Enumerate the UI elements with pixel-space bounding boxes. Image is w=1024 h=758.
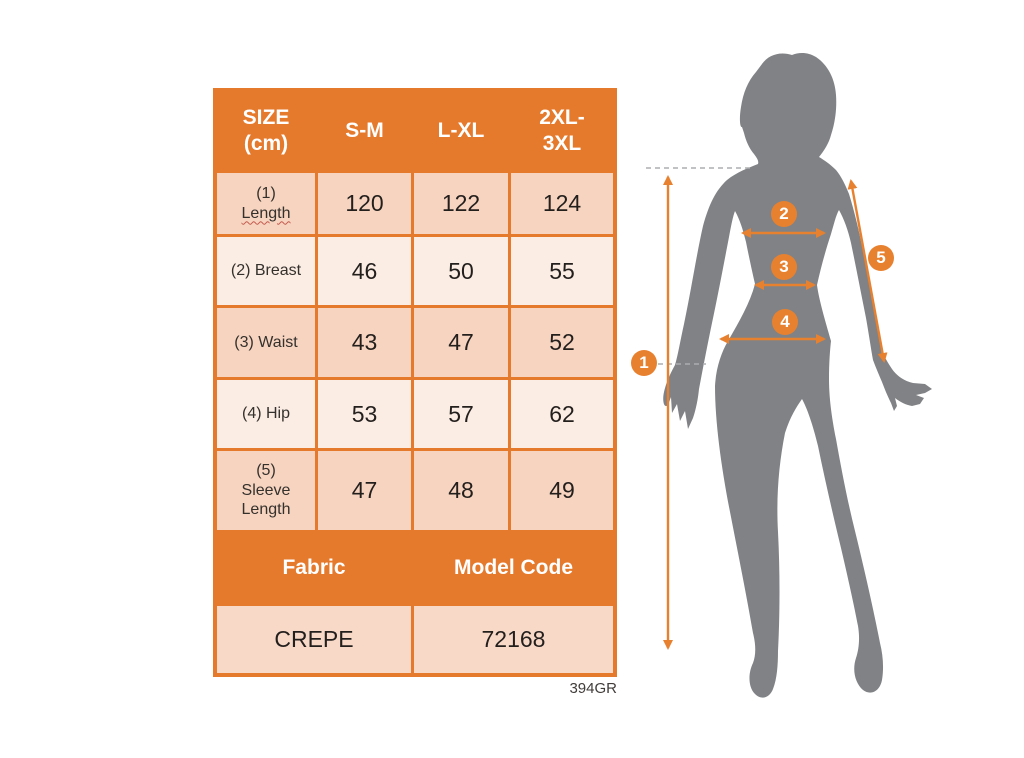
cell-waist-l-xl: 47 [414, 308, 508, 377]
row-label-waist-text: (3) Waist [234, 333, 298, 351]
header-col-2xl-line2: 3XL [542, 132, 582, 155]
header-col-l-xl-label: L-XL [437, 119, 485, 143]
cell-sleeve-2xl-3xl: 49 [511, 451, 613, 530]
row-label-sleeve-line3: Length [241, 501, 291, 519]
header-size-cm: SIZE (cm) [217, 92, 315, 170]
cell-length-l-xl: 122 [414, 173, 508, 234]
row-label-length: (1) Length [217, 173, 315, 234]
cell-hip-l-xl: 57 [414, 380, 508, 448]
row-label-hip-text: (4) Hip [241, 405, 290, 423]
cell-sleeve-l-xl: 48 [414, 451, 508, 530]
row-label-breast-text: (2) Breast [230, 262, 302, 280]
row-label-sleeve-length: (5) Sleeve Length [217, 451, 315, 530]
measure-marker-2: 2 [771, 201, 797, 227]
header-col-2xl-3xl: 2XL- 3XL [511, 92, 613, 170]
row-label-length-line1: (1) [256, 184, 276, 202]
header-size-line1: SIZE [242, 106, 290, 130]
size-table: SIZE (cm) S-M L-XL 2XL- 3XL (1) Length 1… [213, 88, 617, 677]
row-label-length-line2: Length [241, 204, 291, 222]
cell-breast-s-m: 46 [318, 237, 411, 305]
cell-fabric-value: CREPE [217, 606, 411, 673]
body-measurement-diagram [646, 52, 932, 698]
header-col-l-xl: L-XL [414, 92, 508, 170]
measure-marker-4: 4 [772, 309, 798, 335]
measure-marker-5: 5 [868, 245, 894, 271]
cell-hip-s-m: 53 [318, 380, 411, 448]
cell-model-code-value: 72168 [414, 606, 613, 673]
row-label-hip: (4) Hip [217, 380, 315, 448]
female-body-silhouette-icon [663, 52, 932, 698]
measure-marker-3: 3 [771, 254, 797, 280]
cell-waist-s-m: 43 [318, 308, 411, 377]
row-label-breast: (2) Breast [217, 237, 315, 305]
header-size-line2: (cm) [243, 132, 289, 155]
sleeve-arrow [847, 179, 888, 363]
cell-breast-2xl-3xl: 55 [511, 237, 613, 305]
header-col-s-m: S-M [318, 92, 411, 170]
header-fabric: Fabric [217, 533, 411, 603]
cell-length-s-m: 120 [318, 173, 411, 234]
cell-sleeve-s-m: 47 [318, 451, 411, 530]
header-col-s-m-label: S-M [345, 119, 384, 143]
row-label-sleeve-line1: (5) [256, 462, 276, 480]
cell-waist-2xl-3xl: 52 [511, 308, 613, 377]
header-model-code: Model Code [414, 533, 613, 603]
cell-length-2xl-3xl: 124 [511, 173, 613, 234]
measure-marker-1: 1 [631, 350, 657, 376]
model-watermark: 394GR [569, 680, 617, 697]
header-col-2xl-line1: 2XL- [539, 106, 585, 130]
row-label-waist: (3) Waist [217, 308, 315, 377]
row-label-sleeve-line2: Sleeve [241, 481, 291, 499]
cell-hip-2xl-3xl: 62 [511, 380, 613, 448]
cell-breast-l-xl: 50 [414, 237, 508, 305]
